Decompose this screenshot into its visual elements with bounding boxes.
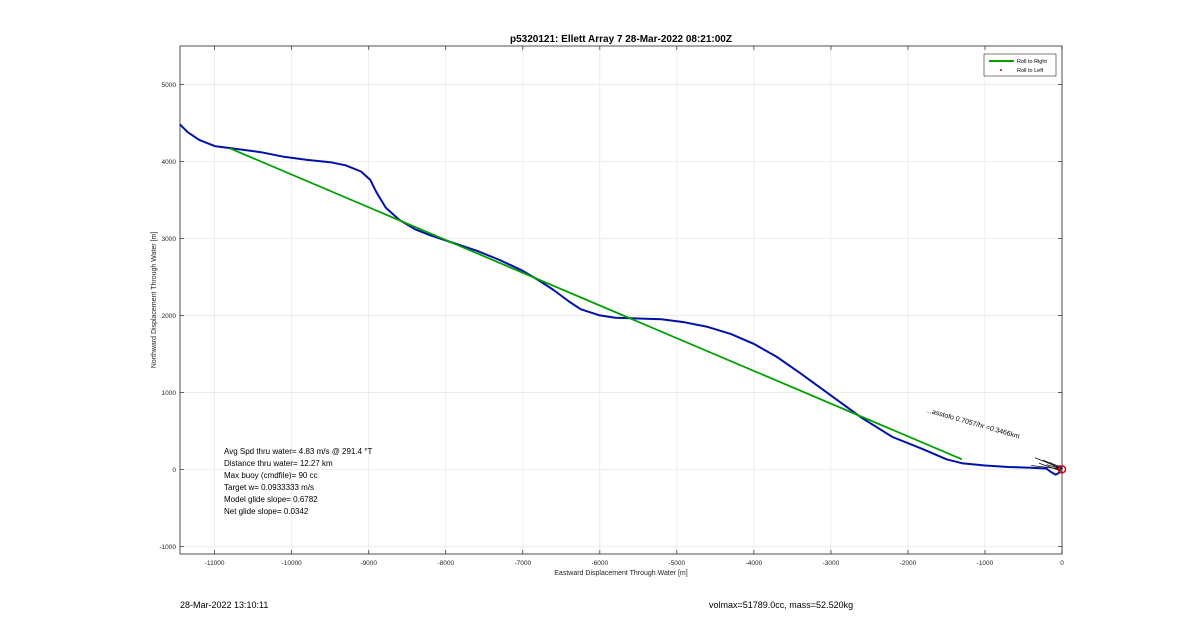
x-tick-label: -3000 (823, 560, 840, 567)
x-tick-label: -2000 (900, 560, 917, 567)
y-axis-label: Northward Displacement Through Water [m] (151, 232, 158, 369)
legend-marker-roll-left (1000, 69, 1002, 71)
stat-avg-speed: Avg Spd thru water= 4.83 m/s @ 291.4 °T (224, 447, 372, 456)
y-tick-label: 2000 (162, 313, 177, 320)
y-tick-label: -1000 (159, 544, 176, 551)
track-line (179, 123, 1063, 476)
roll-right-line (229, 147, 963, 461)
footer-volmax-mass: volmax=51789.0cc, mass=52.520kg (709, 600, 854, 610)
y-tick-label: 5000 (162, 82, 177, 89)
footer-timestamp: 28-Mar-2022 13:10:11 (180, 600, 269, 610)
stats-annotation: Avg Spd thru water= 4.83 m/s @ 291.4 °T … (224, 447, 372, 516)
stat-target-w: Target w= 0.0933333 m/s (224, 483, 314, 492)
x-tick-label: -11000 (205, 560, 225, 567)
x-tick-label: -5000 (669, 560, 686, 567)
series-layer (179, 123, 1067, 476)
y-tick-label: 0 (172, 467, 176, 474)
x-tick-label: -8000 (437, 560, 454, 567)
legend-label-roll-left: Roll to Left (1017, 68, 1044, 74)
x-tick-label: -9000 (360, 560, 377, 567)
end-cluster-segment (1050, 462, 1063, 472)
legend-label-roll-right: Roll to Right (1017, 59, 1047, 65)
x-axis-label: Eastward Displacement Through Water [m] (554, 570, 687, 577)
x-tick-label: 0 (1060, 560, 1064, 567)
x-tick-label: -1000 (977, 560, 994, 567)
rotated-annotation: ...asstofo 0.7057/hr =0.3466km (925, 407, 1020, 440)
axis-ticks: -11000 -10000 -9000 -8000 -7000 -6000 -5000 -40… (159, 46, 1064, 567)
chart-title: p5320121: Ellett Array 7 28-Mar-2022 08:… (510, 34, 732, 45)
stat-model-glide-slope: Model glide slope= 0.6782 (224, 495, 318, 504)
x-tick-label: -10000 (282, 560, 303, 567)
end-cluster-segment (1038, 462, 1061, 472)
y-tick-label: 3000 (162, 236, 177, 243)
stat-max-buoy: Max buoy (cmdfile)= 90 cc (224, 471, 318, 480)
x-tick-label: -6000 (592, 560, 609, 567)
legend-box (983, 53, 1057, 77)
stat-distance: Distance thru water= 12.27 km (224, 459, 333, 468)
legend: Roll to Right Roll to Left (983, 53, 1057, 77)
x-tick-label: -4000 (746, 560, 763, 567)
start-marker (1057, 465, 1067, 474)
x-tick-label: -7000 (514, 560, 531, 567)
y-tick-label: 4000 (162, 159, 177, 166)
plot-area (179, 45, 1063, 555)
y-tick-label: 1000 (162, 390, 177, 397)
stat-net-glide-slope: Net glide slope= 0.0342 (224, 507, 309, 516)
